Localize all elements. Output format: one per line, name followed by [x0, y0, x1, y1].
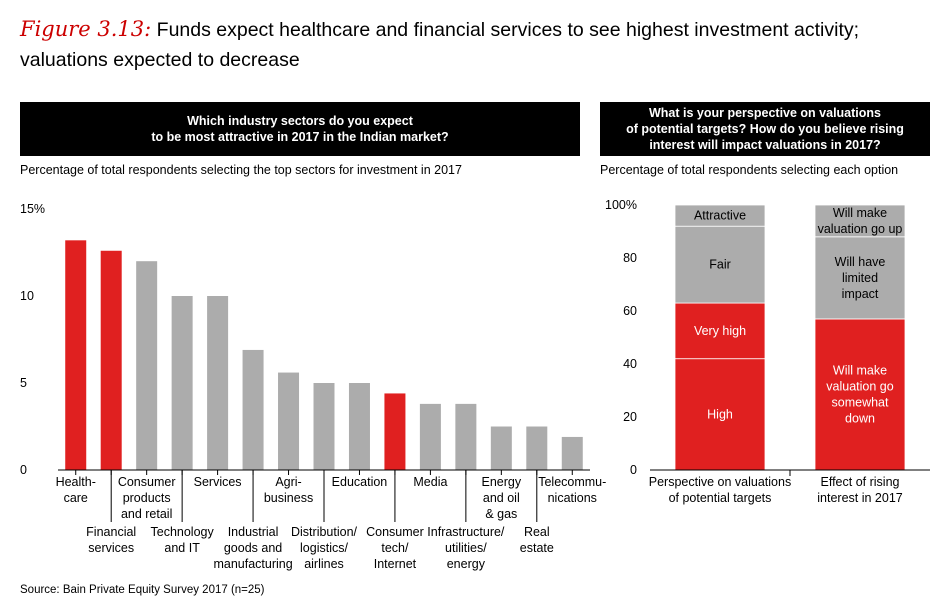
segment-label: High [707, 407, 733, 421]
segment-label: somewhat [832, 395, 889, 409]
bar [242, 349, 264, 470]
y-tick-label: 0 [630, 463, 637, 477]
x-category-label: energy [447, 557, 486, 571]
segment-label: Will make [833, 363, 887, 377]
x-category-label: Infrastructure/ [427, 525, 505, 539]
left-question-line: to be most attractive in 2017 in the Ind… [151, 130, 449, 144]
y-tick-label: 80 [623, 251, 637, 265]
y-tick-label: 0 [20, 463, 27, 477]
x-category-label: estate [520, 541, 554, 555]
x-category-label: Energy [482, 475, 522, 489]
bar [490, 426, 512, 470]
right-question-line: of potential targets? How do you believe… [626, 122, 904, 136]
bar [348, 383, 370, 470]
bar [136, 261, 158, 470]
segment-label: Very high [694, 324, 746, 338]
right-question-line: interest will impact valuations in 2017? [649, 138, 881, 152]
stacked-segment [814, 318, 906, 471]
x-category-label: Industrial [228, 525, 279, 539]
right-subtitle: Percentage of total respondents selectin… [600, 163, 899, 177]
x-category-label: care [64, 491, 88, 505]
segment-label: impact [842, 287, 879, 301]
x-category-label: airlines [304, 557, 344, 571]
right-question-box: What is your perspective on valuations o… [600, 102, 930, 156]
bar [171, 296, 193, 470]
x-category-label: business [264, 491, 313, 505]
bar [419, 403, 441, 470]
x-category-label: and IT [164, 541, 200, 555]
stacked-segment [674, 358, 766, 471]
x-category-label: Effect of rising [821, 475, 900, 489]
y-tick-label: 60 [623, 304, 637, 318]
x-category-label: Distribution/ [291, 525, 358, 539]
y-tick-label: 100% [605, 198, 637, 212]
bar [384, 393, 406, 470]
x-category-label: & gas [485, 507, 517, 521]
x-category-label: Technology [151, 525, 215, 539]
left-question-box: Which industry sectors do you expect to … [20, 102, 580, 156]
x-category-label: Real [524, 525, 550, 539]
bar [278, 372, 300, 470]
x-category-label: Education [332, 475, 388, 489]
x-category-label: Services [194, 475, 242, 489]
segment-label: Will make [833, 206, 887, 220]
figure-label: Figure 3.13: [20, 17, 152, 41]
segment-label: Attractive [694, 209, 746, 223]
bar [561, 436, 583, 470]
figure-title: Figure 3.13: Funds expect healthcare and… [20, 14, 940, 75]
x-category-label: logistics/ [300, 541, 348, 555]
x-category-label: services [88, 541, 134, 555]
x-category-label: Consumer [366, 525, 424, 539]
x-category-label: of potential targets [669, 491, 772, 505]
x-category-label: Telecommu- [538, 475, 606, 489]
x-category-label: Perspective on valuations [649, 475, 791, 489]
bar [65, 240, 87, 470]
right-question-line: What is your perspective on valuations [648, 106, 881, 120]
segment-label: Will have [835, 255, 886, 269]
left-subtitle: Percentage of total respondents selectin… [20, 163, 462, 177]
x-category-label: and oil [483, 491, 520, 505]
segment-label: Fair [709, 258, 731, 272]
segment-label: limited [842, 271, 878, 285]
stacked-segment [814, 204, 906, 238]
x-category-label: utilities/ [445, 541, 487, 555]
y-tick-label: 15% [20, 202, 45, 216]
y-tick-label: 40 [623, 357, 637, 371]
y-tick-label: 10 [20, 289, 34, 303]
x-category-label: products [123, 491, 171, 505]
bar [313, 383, 335, 470]
bar [207, 296, 229, 470]
segment-label: down [845, 411, 875, 425]
segment-label: valuation go [826, 379, 893, 393]
y-tick-label: 5 [20, 376, 27, 390]
x-category-label: Financial [86, 525, 136, 539]
segment-label: valuation go up [818, 222, 903, 236]
stacked-segment [814, 236, 906, 320]
bar [526, 426, 548, 470]
bar [455, 403, 477, 470]
bar [100, 250, 122, 470]
x-category-label: Consumer [118, 475, 176, 489]
stacked-segment [674, 225, 766, 304]
x-category-label: Agri- [275, 475, 301, 489]
x-category-label: tech/ [381, 541, 409, 555]
figure-title-text: Funds expect healthcare and financial se… [20, 19, 860, 71]
source-note: Source: Bain Private Equity Survey 2017 … [20, 584, 265, 596]
stacked-segment [674, 302, 766, 360]
y-tick-label: 20 [623, 410, 637, 424]
x-category-label: interest in 2017 [817, 491, 903, 505]
x-category-label: manufacturing [213, 557, 292, 571]
x-category-label: Media [413, 475, 447, 489]
x-category-label: and retail [121, 507, 172, 521]
x-category-label: goods and [224, 541, 282, 555]
left-question-line: Which industry sectors do you expect [187, 114, 413, 128]
x-category-label: nications [548, 491, 597, 505]
stacked-segment [674, 204, 766, 227]
x-category-label: Internet [374, 557, 417, 571]
x-category-label: Health- [56, 475, 96, 489]
